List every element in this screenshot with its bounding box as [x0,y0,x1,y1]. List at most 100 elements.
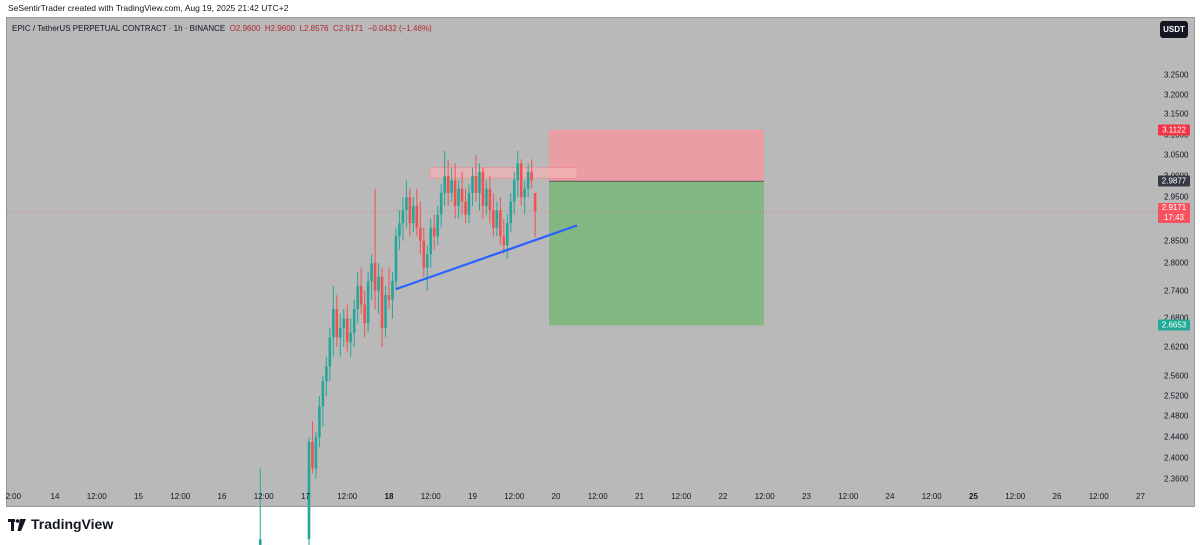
current-price-value: 2.9171 [1161,203,1187,213]
candle-up [391,272,394,319]
candle-down [499,197,502,246]
candle-up [505,214,509,259]
candle-body [311,442,314,469]
time-tick-label: 20 [551,492,561,501]
time-tick-label: 2:00 [5,492,22,501]
candle-body [492,210,495,228]
candle-up [443,151,446,206]
candle-body [405,197,408,211]
candle-down [359,267,363,314]
price-tick-label: 2.4800 [1164,411,1189,421]
candle-body [363,304,366,324]
time-tick-label: 16 [217,492,227,501]
candle-body [523,188,526,198]
symbol-legend[interactable]: EPIC / TetherUS PERPETUAL CONTRACT · 1h … [12,24,432,33]
candle-body [328,337,332,367]
tradingview-logo[interactable]: TradingView [8,516,113,532]
currency-button[interactable]: USDT [1160,21,1188,38]
candle-body [488,188,492,211]
candle-body [338,327,342,338]
tradingview-logo-icon [8,518,26,531]
target-price-tag: 2.6653 [1158,319,1190,331]
candle-body [481,171,485,206]
candle-down [419,201,422,255]
candle-body [505,223,509,246]
time-tick-label: 27 [1136,492,1145,501]
candle-up [377,263,380,314]
candle-body [422,240,426,268]
candle-body [432,227,436,237]
price-tick-label: 2.8000 [1164,258,1189,268]
take-profit-zone[interactable] [549,181,764,326]
time-tick-label: 15 [134,492,143,501]
open-value: O2.9600 [229,24,261,33]
price-tick-label: 2.5200 [1164,391,1189,401]
entry-price-tag: 2.9877 [1158,175,1190,187]
time-tick-label: 12:00 [253,492,274,501]
candle-down [460,171,464,215]
brand-name: TradingView [31,516,114,532]
candle-body [359,285,363,305]
candle-body [509,201,513,224]
candle-body [512,180,516,202]
candle-down [335,295,339,348]
time-tick-label: 21 [635,492,644,501]
candle-down [446,159,450,206]
price-tick-label: 2.8500 [1164,236,1189,246]
high-value: H2.9600 [264,24,296,33]
candle-body [464,201,467,215]
candle-up [356,272,359,324]
candle-body [471,176,474,194]
candle-down [415,188,419,237]
candle-down [530,159,533,189]
candle-body [530,171,533,181]
time-tick-label: 18 [384,492,394,501]
candle-up [523,180,526,215]
candle-body [394,236,398,282]
stop-loss-zone[interactable] [549,129,764,182]
price-tick-label: 3.2000 [1164,90,1189,100]
candle-up [328,327,332,382]
candle-body [533,193,537,212]
candle-down [474,155,478,202]
candle-down [519,159,523,206]
candle-up [509,193,513,232]
time-tick-label: 19 [468,492,477,501]
time-tick-label: 24 [885,492,895,501]
candle-body [370,263,373,282]
candle-body [366,281,370,324]
candle-down [387,267,391,310]
close-value: C2.9171 [332,24,364,33]
price-tick-label: 2.4000 [1164,453,1189,463]
time-tick-label: 12:00 [170,492,191,501]
candle-body [342,318,346,328]
support-trendline[interactable] [395,224,578,291]
current-price-tag: 2.9171 17:43 [1158,203,1190,224]
candle-body [474,176,478,194]
price-tick-label: 2.6800 [1164,313,1189,323]
price-tick-label: 2.7400 [1164,286,1189,295]
candle-up [457,180,460,219]
candle-up [342,309,346,348]
candle-body [467,193,471,215]
candle-up [332,285,335,357]
candle-body [495,210,499,228]
time-tick-label: 14 [50,492,60,501]
time-tick-label: 12:00 [420,492,441,501]
candle-body [401,210,405,224]
stop-price-tag: 3.1122 [1158,124,1190,136]
candle-body [325,366,328,382]
candle-down [464,188,467,224]
price-tick-label: 2.9500 [1164,192,1189,202]
candle-body [380,276,384,328]
resistance-zone[interactable] [429,167,578,179]
candle-body [516,163,520,181]
candle-body [318,406,321,437]
time-tick-label: 12:00 [86,492,107,501]
candle-up [352,299,356,348]
time-tick-label: 23 [802,492,811,501]
candle-up [516,151,520,198]
candle-body [478,171,481,194]
candle-body [321,381,325,407]
